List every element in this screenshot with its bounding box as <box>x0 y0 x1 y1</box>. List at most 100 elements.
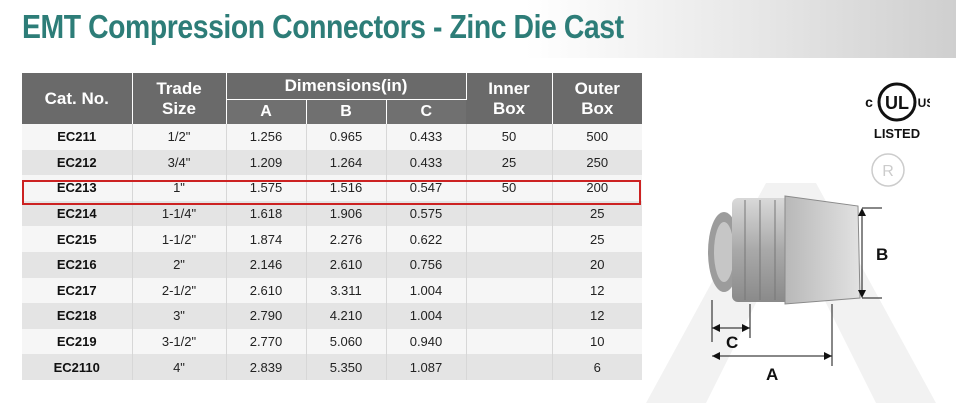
header-trade-size-line2: Size <box>161 98 197 118</box>
table-cell-size: 1/2" <box>132 124 227 150</box>
table-cell-cat: EC2110 <box>22 354 133 380</box>
table-cell-b: 2.276 <box>306 226 387 252</box>
registered-mark-icon: R <box>871 153 905 187</box>
table-cell-a: 1.874 <box>226 226 307 252</box>
table-cell-size: 2" <box>132 251 227 278</box>
ul-logo-listed: LISTED <box>874 126 920 141</box>
table-cell-b: 1.264 <box>306 149 387 176</box>
svg-text:R: R <box>882 163 894 180</box>
header-dim-b: B <box>306 99 387 124</box>
table-cell-inner: 50 <box>466 175 553 201</box>
table-cell-c: 1.087 <box>386 354 467 380</box>
table-cell-size: 3-1/2" <box>132 328 227 355</box>
table-cell-a: 2.839 <box>226 354 307 380</box>
table-cell-a: 2.146 <box>226 251 307 278</box>
table-cell-inner <box>466 200 553 227</box>
table-cell-c: 0.433 <box>386 149 467 176</box>
table-cell-cat: EC211 <box>22 124 133 150</box>
connector-body <box>784 195 861 305</box>
table-cell-size: 3" <box>132 303 227 329</box>
table-cell-outer: 25 <box>552 226 642 252</box>
table-cell-inner <box>466 251 553 278</box>
table-cell-b: 1.516 <box>306 175 387 201</box>
table-cell-inner: 50 <box>466 124 553 150</box>
ul-listed-logo: UL c US LISTED <box>865 82 930 141</box>
header-inner-box-line1: Inner <box>488 78 530 98</box>
table-cell-outer: 200 <box>552 175 642 201</box>
table-cell-c: 1.004 <box>386 303 467 329</box>
table-row: EC217 2-1/2" 2.610 3.311 1.004 12 <box>22 277 642 304</box>
table-cell-c: 0.756 <box>386 251 467 278</box>
header-trade-size-line1: Trade <box>156 78 202 98</box>
table-cell-size: 1" <box>132 175 227 201</box>
table-cell-c: 0.547 <box>386 175 467 201</box>
table-cell-a: 2.770 <box>226 328 307 355</box>
table-cell-b: 4.210 <box>306 303 387 329</box>
table-row: EC212 3/4" 1.209 1.264 0.433 25 250 <box>22 149 642 176</box>
table-cell-outer: 10 <box>552 328 642 355</box>
table-cell-inner: 25 <box>466 149 553 176</box>
table-cell-a: 1.256 <box>226 124 307 150</box>
table-row: EC219 3-1/2" 2.770 5.060 0.940 10 <box>22 328 642 355</box>
table-cell-inner <box>466 354 553 380</box>
table-cell-cat: EC218 <box>22 303 133 329</box>
table-cell-inner <box>466 303 553 329</box>
header-outer-box-line2: Box <box>581 98 614 118</box>
table-cell-b: 5.060 <box>306 328 387 355</box>
table-row: EC215 1-1/2" 1.874 2.276 0.622 25 <box>22 226 642 252</box>
table-cell-b: 5.350 <box>306 354 387 380</box>
dimension-b-label: B <box>876 245 888 264</box>
table-cell-b: 3.311 <box>306 277 387 304</box>
table-cell-cat: EC216 <box>22 251 133 278</box>
table-cell-outer: 500 <box>552 124 642 150</box>
table-row: EC211 1/2" 1.256 0.965 0.433 50 500 <box>22 124 642 150</box>
table-cell-outer: 25 <box>552 200 642 227</box>
table-cell-size: 4" <box>132 354 227 380</box>
ul-logo-c: c <box>865 94 873 110</box>
table-row: EC218 3" 2.790 4.210 1.004 12 <box>22 303 642 329</box>
table-cell-cat: EC217 <box>22 277 133 304</box>
header-dim-a: A <box>226 99 307 124</box>
table-cell-inner <box>466 328 553 355</box>
table-cell-inner <box>466 277 553 304</box>
table-cell-outer: 6 <box>552 354 642 380</box>
table-cell-cat: EC215 <box>22 226 133 252</box>
table-cell-c: 1.004 <box>386 277 467 304</box>
table-row: EC214 1-1/4" 1.618 1.906 0.575 25 <box>22 200 642 227</box>
table-cell-a: 2.790 <box>226 303 307 329</box>
table-row: EC213 1" 1.575 1.516 0.547 50 200 <box>22 175 642 201</box>
header-inner-box: Inner Box <box>466 73 553 124</box>
ul-logo-mark: UL <box>885 93 909 113</box>
table-cell-outer: 20 <box>552 251 642 278</box>
table-cell-size: 2-1/2" <box>132 277 227 304</box>
dimension-a-label: A <box>766 365 778 384</box>
spec-table-body: EC211 1/2" 1.256 0.965 0.433 50 500 EC212 3/4" 1.… <box>22 124 642 380</box>
title-bar <box>0 0 956 58</box>
table-cell-a: 1.209 <box>226 149 307 176</box>
table-row: EC216 2" 2.146 2.610 0.756 20 <box>22 251 642 278</box>
table-cell-size: 1-1/4" <box>132 200 227 227</box>
table-cell-outer: 250 <box>552 149 642 176</box>
table-cell-outer: 12 <box>552 303 642 329</box>
table-cell-inner <box>466 226 553 252</box>
table-cell-size: 1-1/2" <box>132 226 227 252</box>
header-trade-size: Trade Size <box>132 73 227 124</box>
table-cell-c: 0.433 <box>386 124 467 150</box>
table-cell-a: 2.610 <box>226 277 307 304</box>
table-cell-c: 0.940 <box>386 328 467 355</box>
header-cat-no: Cat. No. <box>22 73 133 124</box>
spec-table: Cat. No. Trade Size Dimensions(in) Inner… <box>22 73 642 380</box>
table-cell-cat: EC213 <box>22 175 133 201</box>
header-inner-box-line2: Box <box>492 98 526 118</box>
table-cell-cat: EC214 <box>22 200 133 227</box>
header-outer-box: Outer Box <box>552 73 642 124</box>
connector-nut <box>732 198 790 302</box>
table-cell-size: 3/4" <box>132 149 227 176</box>
table-cell-outer: 12 <box>552 277 642 304</box>
table-cell-cat: EC219 <box>22 328 133 355</box>
table-cell-a: 1.618 <box>226 200 307 227</box>
table-cell-c: 0.575 <box>386 200 467 227</box>
header-dimensions: Dimensions(in) <box>226 73 467 100</box>
table-cell-cat: EC212 <box>22 149 133 176</box>
table-cell-b: 1.906 <box>306 200 387 227</box>
